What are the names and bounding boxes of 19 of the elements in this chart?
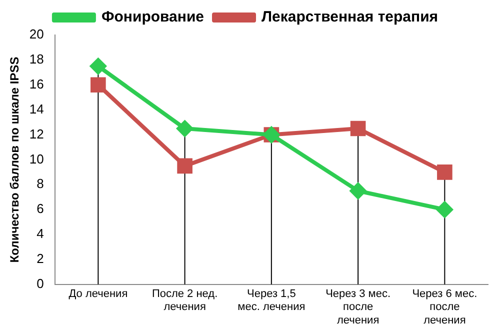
y-tick-label: 20: [29, 26, 44, 42]
y-tick-label: 14: [29, 101, 44, 116]
y-tick-label: 8: [36, 176, 44, 192]
x-tick-label: Через 3 мес. после лечения: [326, 288, 391, 326]
legend-label: Лекарственная терапия: [262, 8, 438, 26]
x-tick-label: До лечения: [68, 288, 128, 300]
x-tick-label: Через 6 мес. после лечения: [412, 288, 478, 326]
y-tick-label: 0: [36, 276, 44, 291]
x-tick-label: Через 1,5 мес. лечения: [238, 288, 306, 314]
legend-label: Фонирование: [101, 8, 204, 26]
y-tick-label: 4: [36, 226, 44, 242]
y-tick-label: 18: [29, 52, 44, 67]
x-tick-label: После 2 нед. лечения: [152, 288, 218, 314]
y-tick-label: 6: [36, 201, 44, 216]
y-tick-label: 2: [36, 251, 44, 266]
y-axis-title: Количество баллов по шкале IPSS: [8, 56, 22, 263]
y-tick-label: 16: [29, 76, 44, 92]
y-tick-label: 10: [29, 151, 44, 166]
y-tick-label: 12: [29, 126, 44, 142]
